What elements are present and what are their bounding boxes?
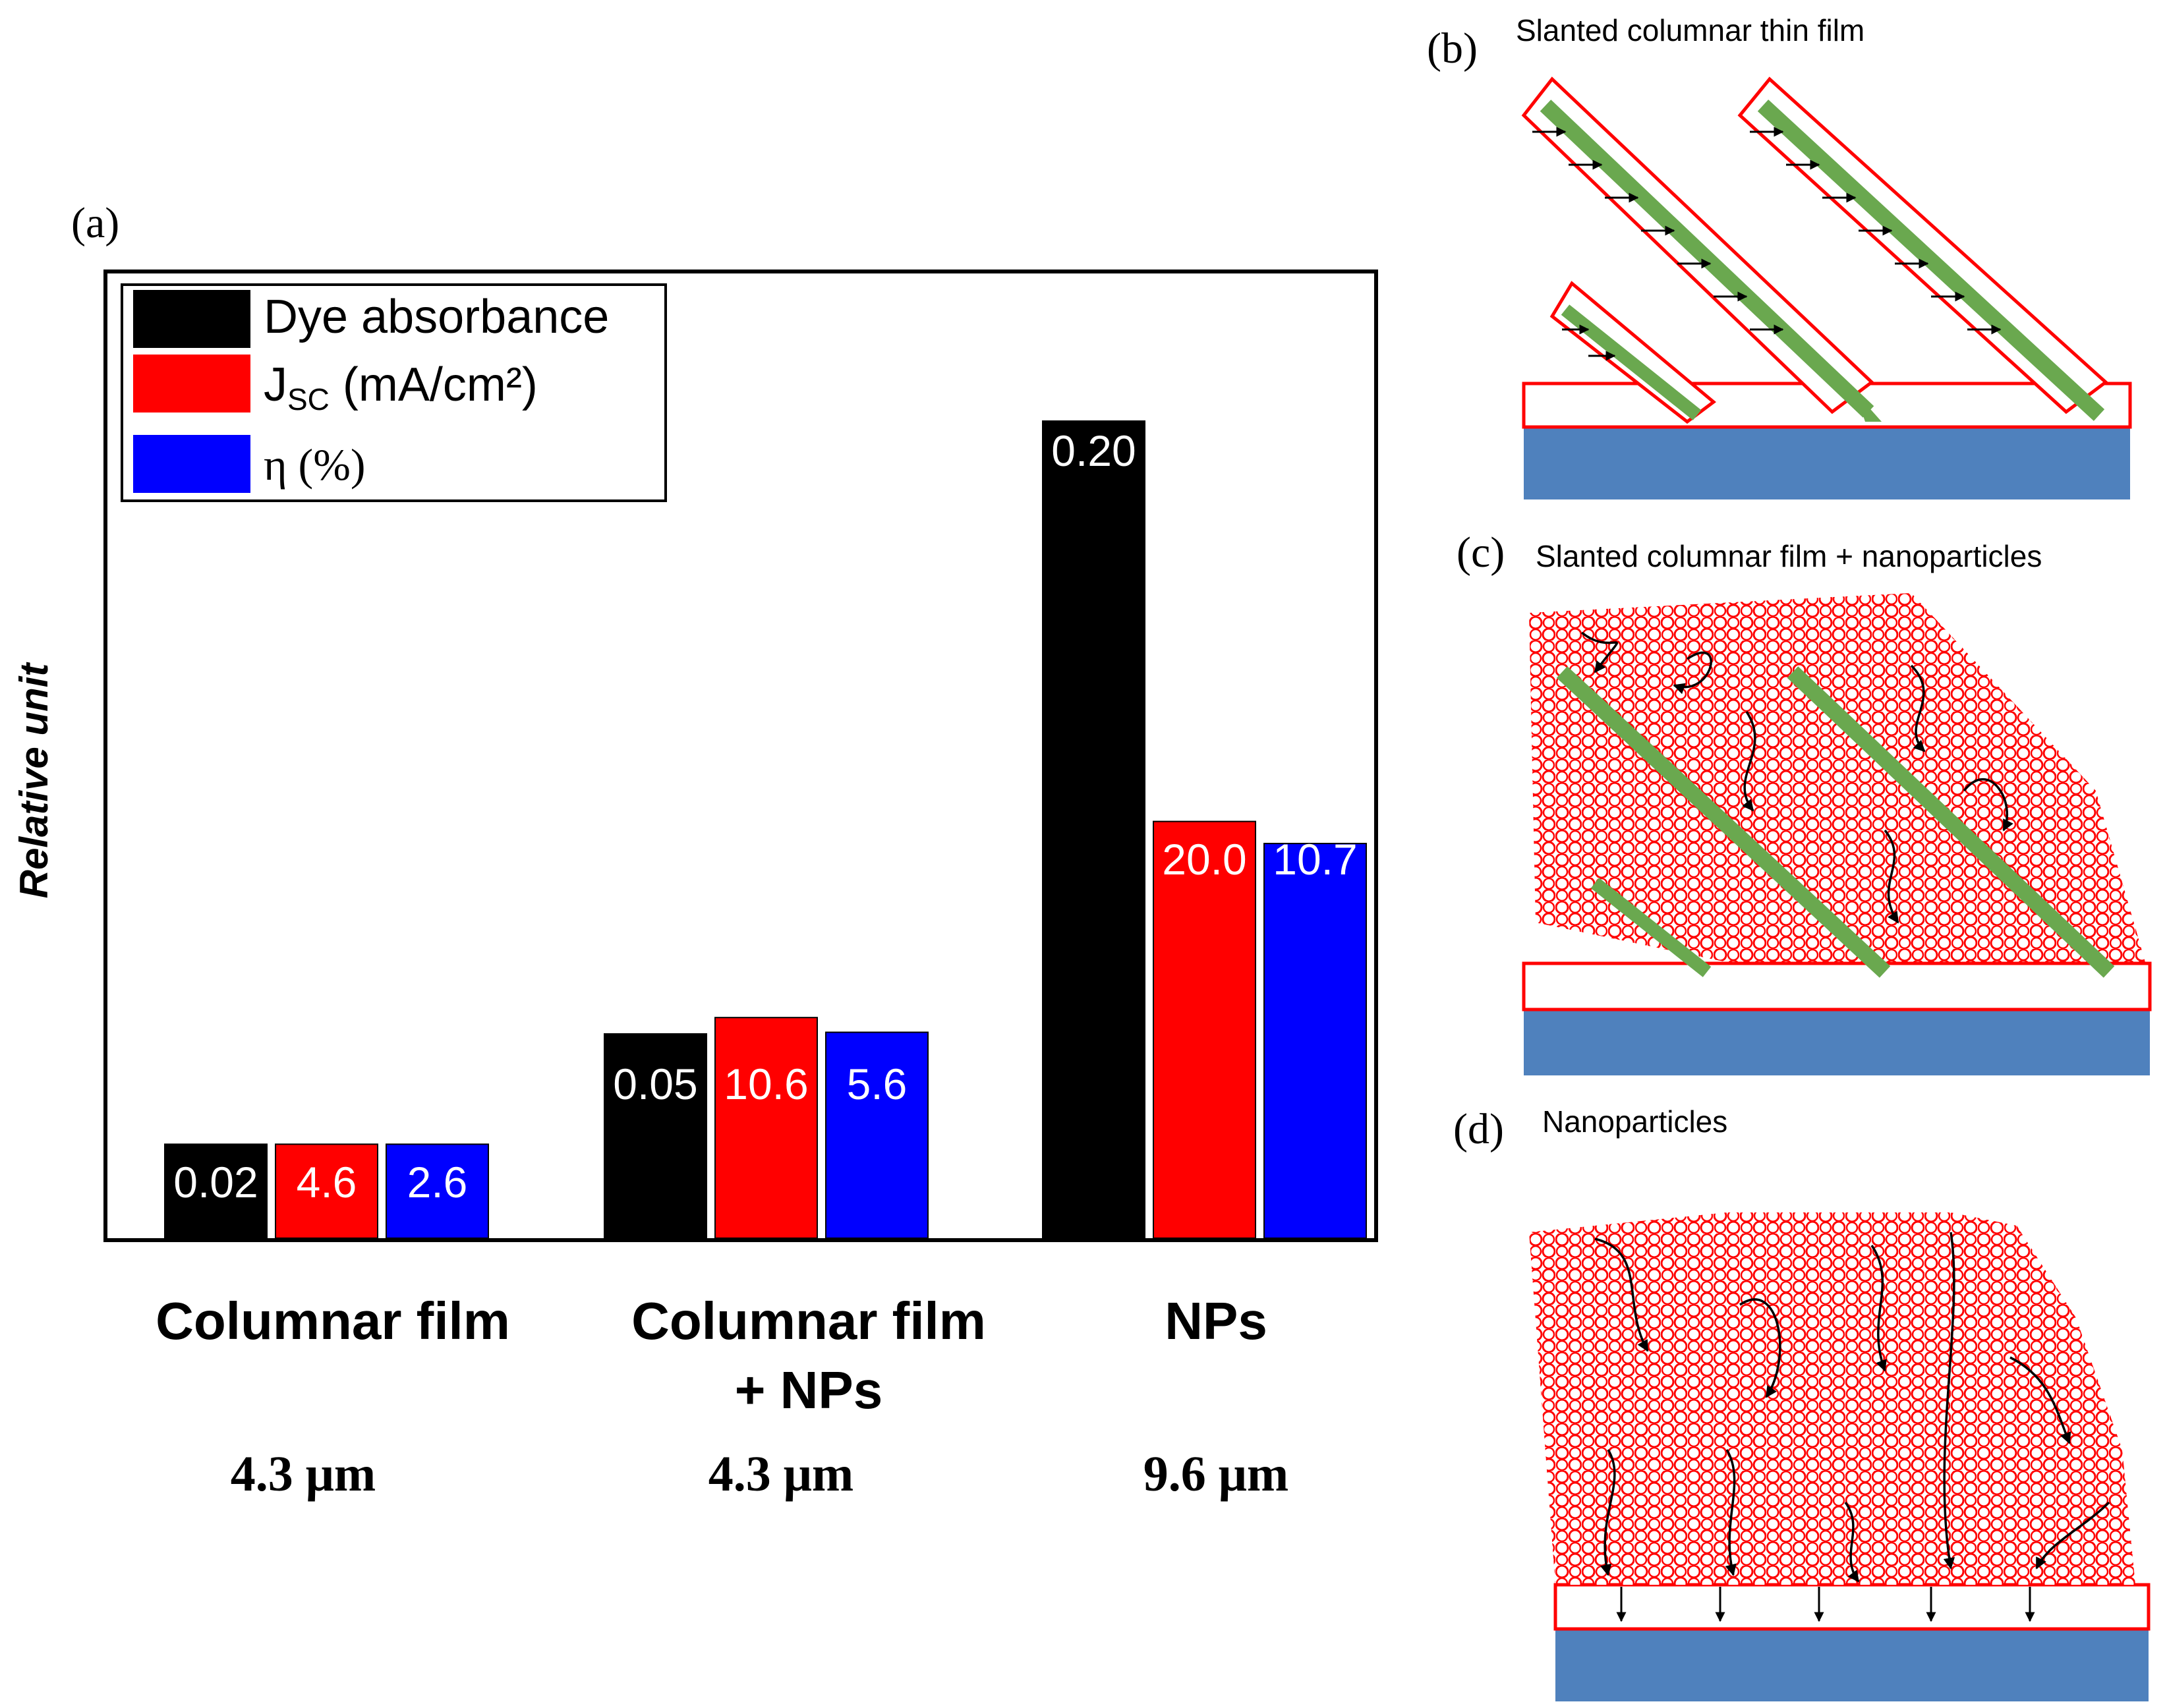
bar--nps — [1263, 843, 1367, 1239]
schematic-c — [1522, 593, 2152, 1075]
bar-label-jsc-ma-cm-columnar-film: 4.6 — [297, 1158, 357, 1207]
bar-label--columnar-film-nps: 5.6 — [847, 1060, 908, 1108]
bar-label--columnar-film: 2.6 — [407, 1158, 468, 1207]
bars-group — [164, 420, 1367, 1239]
thickness-label-nps: 9.6 μm — [1143, 1446, 1288, 1502]
schematic-d-title: Nanoparticles — [1542, 1104, 1727, 1139]
schematic-c-title: Slanted columnar film + nanoparticles — [1536, 539, 2042, 573]
electron-path-c3 — [1590, 878, 1712, 977]
legend-label-dye: Dye absorbance — [264, 291, 609, 343]
bar-dye-absorbance-columnar-film — [164, 1143, 268, 1239]
legend: Dye absorbance JSC (mA/cm²) η (%) — [121, 283, 667, 502]
column-b3 — [1549, 281, 1717, 424]
bar-labels-group: 0.02 4.6 2.6 0.05 10.6 5.6 0.20 20.0 10.7 — [173, 426, 1357, 1207]
bar-label-dye-absorbance-columnar-film: 0.02 — [173, 1158, 258, 1207]
substrate-c — [1524, 1010, 2150, 1075]
bar--columnar-film-nps — [825, 1031, 929, 1239]
electron-path-c2 — [1787, 666, 2115, 978]
substrate-b — [1524, 427, 2130, 499]
y-axis-label: Relative unit — [12, 662, 56, 899]
thickness-label-columnar-film-nps: 4.3 μm — [708, 1446, 853, 1502]
plot-frame — [103, 270, 1378, 1242]
panel-label-b: (b) — [1427, 24, 1478, 72]
x-tick-label-columnar-film: Columnar film — [156, 1292, 510, 1350]
bar-label-dye-absorbance-columnar-film-nps: 0.05 — [613, 1060, 697, 1108]
legend-label-eta: η (%) — [264, 440, 366, 490]
legend-swatch-eta — [133, 435, 250, 493]
bar-label-dye-absorbance-nps: 0.20 — [1051, 426, 1136, 475]
legend-swatch-dye — [133, 290, 250, 348]
thickness-label-columnar-film: 4.3 μm — [231, 1446, 376, 1502]
substrate-d — [1555, 1629, 2149, 1701]
panel-label-c: (c) — [1457, 528, 1505, 577]
schematic-d — [1529, 1212, 2151, 1701]
legend-label-jsc: JSC (mA/cm²) — [264, 358, 538, 416]
bar-jsc-ma-cm-columnar-film-nps — [714, 1017, 818, 1239]
electron-path-c1 — [1556, 666, 1891, 978]
x-axis-labels: Columnar film 4.3 μm Columnar film + NPs 4.3… — [156, 1292, 1288, 1502]
schematic-b-title: Slanted columnar thin film — [1516, 13, 1864, 47]
bar-label--nps: 10.7 — [1273, 835, 1357, 884]
schematic-b — [1521, 76, 2132, 499]
legend-swatch-jsc — [133, 355, 250, 413]
panel-label-d: (d) — [1453, 1105, 1504, 1153]
nanoparticle-layer-d — [1529, 1212, 2135, 1585]
tco-layer-c — [1522, 961, 2152, 1011]
tco-layer-d — [1553, 1583, 2151, 1631]
bar-dye-absorbance-nps — [1042, 420, 1145, 1239]
panel-label-a: (a) — [71, 199, 119, 247]
bar-label-jsc-ma-cm-nps: 20.0 — [1162, 835, 1246, 884]
bar-jsc-ma-cm-nps — [1153, 820, 1256, 1239]
bar--columnar-film — [386, 1143, 489, 1239]
bar-label-jsc-ma-cm-columnar-film-nps: 10.6 — [724, 1060, 808, 1108]
bar-jsc-ma-cm-columnar-film — [275, 1143, 378, 1239]
x-tick-label-columnar-film-nps-line2: + NPs — [735, 1361, 883, 1419]
x-tick-label-columnar-film-nps: Columnar film — [631, 1292, 986, 1350]
electron-path-b2 — [1757, 100, 2105, 421]
bar-dye-absorbance-columnar-film-nps — [604, 1033, 707, 1239]
columns-b — [1521, 76, 2108, 424]
x-tick-label-nps: NPs — [1165, 1292, 1267, 1350]
